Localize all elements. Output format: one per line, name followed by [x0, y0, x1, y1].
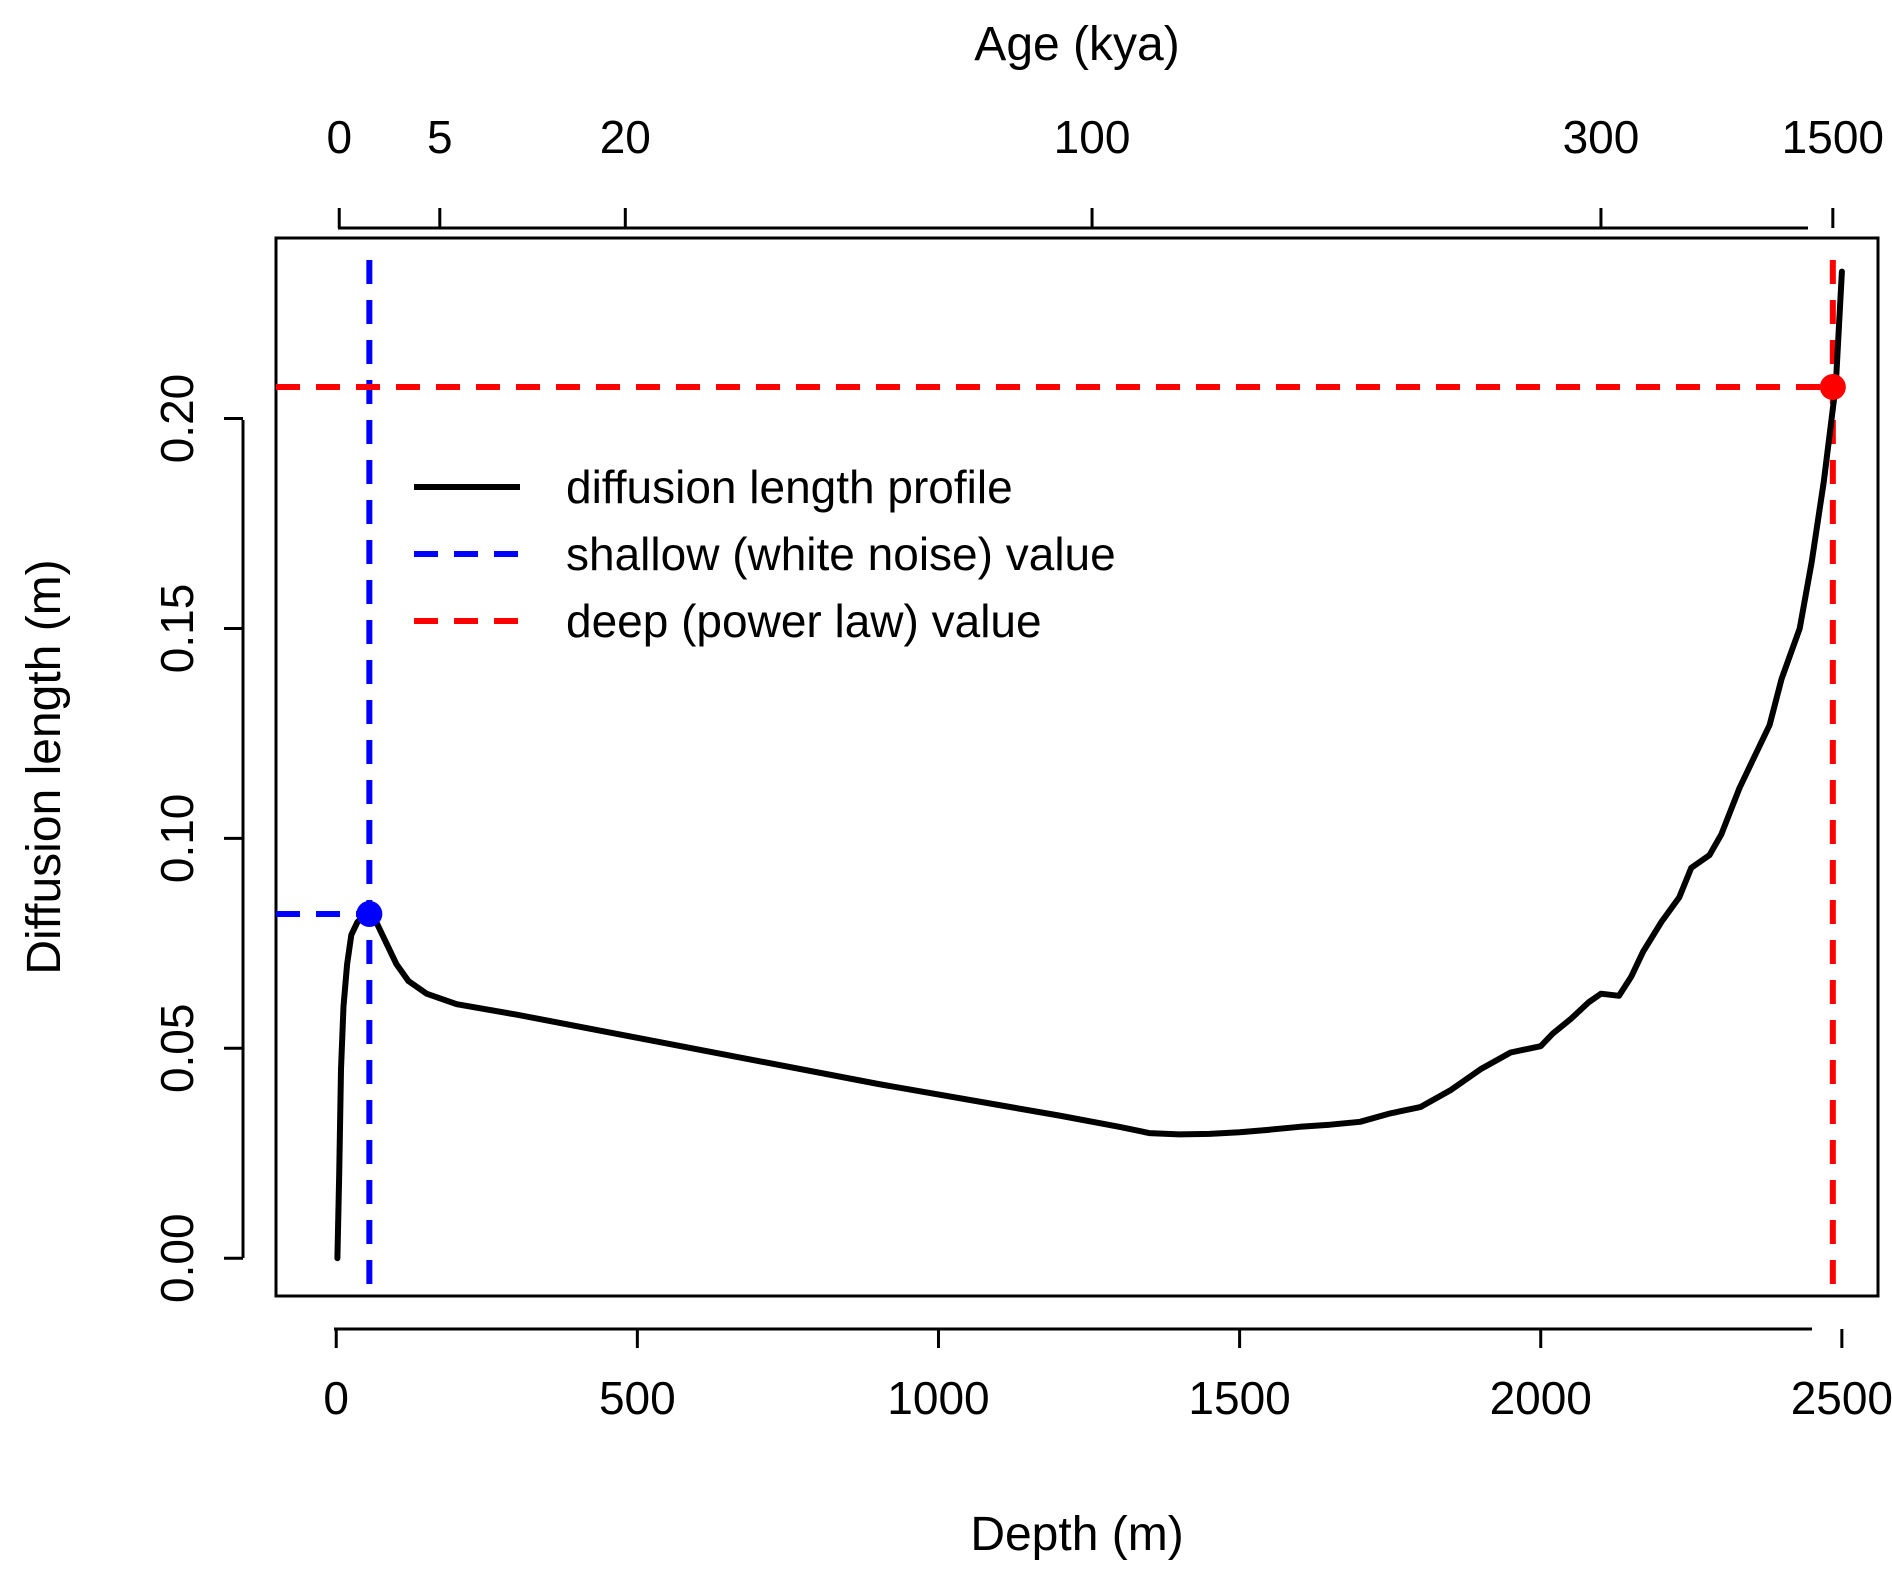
x-tick-label: 2500 — [1791, 1372, 1892, 1424]
y-tick-label: 0.00 — [151, 1213, 203, 1303]
legend-label-shallow: shallow (white noise) value — [566, 528, 1116, 580]
x-tick-label: 0 — [323, 1372, 349, 1424]
legend-label-deep: deep (power law) value — [566, 595, 1042, 647]
plot-frame — [274, 236, 1880, 1298]
x-tick-label: 1000 — [887, 1372, 989, 1424]
series-layer — [334, 268, 1845, 1262]
top-tick-label: 1500 — [1782, 111, 1884, 163]
y-axis: 0.00 0.05 0.10 0.15 0.20 — [151, 374, 245, 1303]
top-tick-label: 300 — [1563, 111, 1640, 163]
shallow-value-point — [356, 900, 383, 927]
y-tick-label: 0.10 — [151, 794, 203, 884]
top-age-axis: 0 5 20 100 300 1500 — [326, 111, 1884, 230]
top-tick-label: 20 — [600, 111, 651, 163]
x-axis: 0 500 1000 1500 2000 2500 — [323, 1327, 1892, 1424]
x-tick-label: 2000 — [1490, 1372, 1592, 1424]
y-tick-label: 0.05 — [151, 1004, 203, 1094]
x-tick-label: 1500 — [1188, 1372, 1290, 1424]
top-axis-title: Age (kya) — [974, 18, 1179, 71]
y-tick-label: 0.20 — [151, 374, 203, 464]
legend-label-profile: diffusion length profile — [566, 461, 1013, 513]
deep-value-point — [1819, 374, 1846, 401]
top-tick-label: 0 — [326, 111, 352, 163]
top-tick-label: 100 — [1054, 111, 1131, 163]
value-markers — [356, 374, 1846, 927]
top-tick-label: 5 — [427, 111, 453, 163]
y-axis-title: Diffusion length (m) — [18, 559, 71, 974]
x-axis-title: Depth (m) — [970, 1508, 1183, 1561]
y-tick-label: 0.15 — [151, 584, 203, 674]
x-tick-label: 500 — [599, 1372, 676, 1424]
series-line-profile — [334, 268, 1845, 1262]
legend: diffusion length profile shallow (white … — [414, 461, 1116, 647]
reference-lines — [276, 260, 1836, 1296]
